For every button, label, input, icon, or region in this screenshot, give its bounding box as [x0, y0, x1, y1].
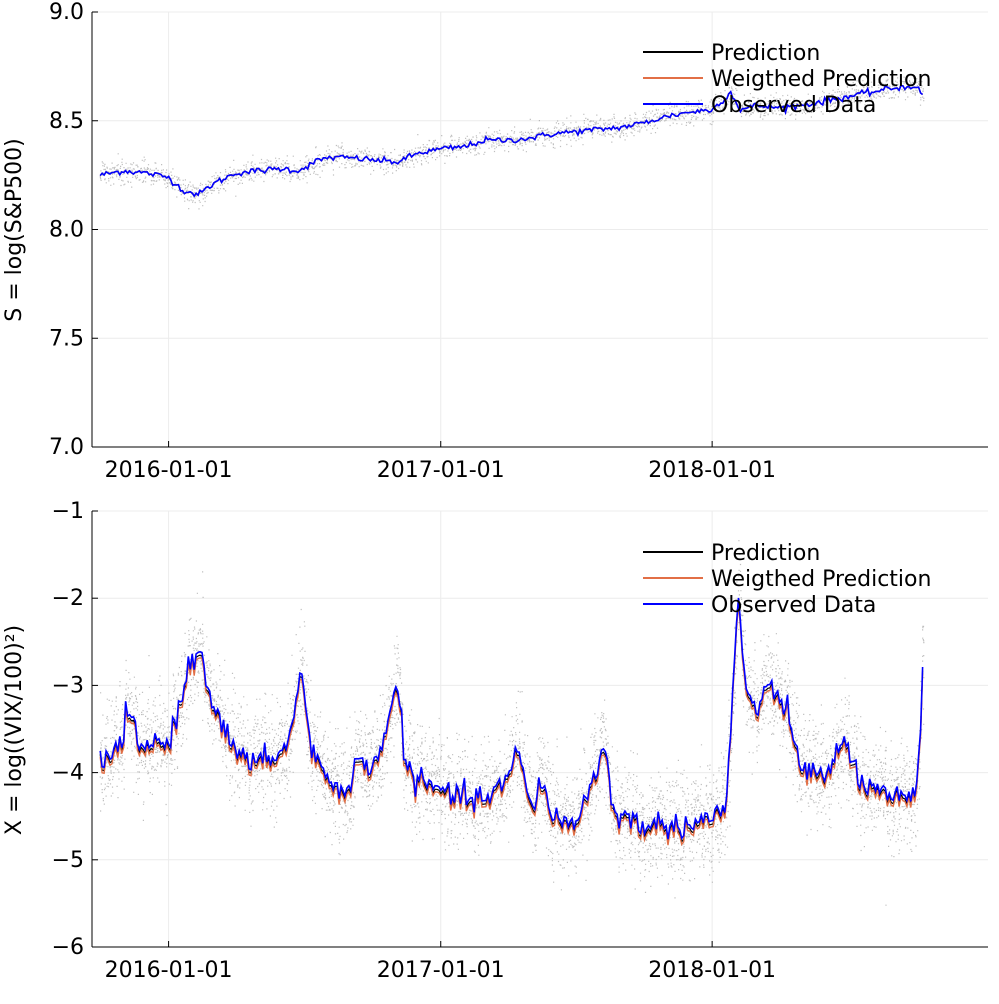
bottom-panel: −6 −5 −4 −3 −2 −1 2016-01-01 2017-01-01 2018-01…: [2, 499, 988, 983]
x-tick-label: 2017-01-01: [377, 958, 505, 983]
legend-weighted-label: Weigthed Prediction: [711, 567, 931, 592]
x-tick-label: 2016-01-01: [105, 458, 233, 483]
y-tick-label: −5: [52, 848, 84, 873]
observed-data-line: [99, 84, 924, 198]
bottom-series-lines: [99, 597, 924, 847]
legend-prediction-label: Prediction: [711, 41, 820, 66]
y-tick-label: −4: [52, 761, 84, 786]
weighted-prediction-line: [99, 604, 924, 847]
y-tick-label: 8.5: [49, 109, 84, 134]
bottom-y-ticks: −6 −5 −4 −3 −2 −1: [52, 499, 98, 960]
top-y-ticks: 7.0 7.5 8.0 8.5 9.0: [49, 0, 98, 460]
top-y-axis-label: S = log(S&P500): [2, 138, 27, 321]
legend-observed-label: Observed Data: [711, 93, 876, 118]
y-tick-label: −3: [52, 673, 84, 698]
y-tick-label: −1: [52, 499, 84, 524]
observed-data-line: [99, 597, 924, 841]
bottom-axes: [91, 511, 988, 948]
legend-observed-label: Observed Data: [711, 593, 876, 618]
y-tick-label: −6: [52, 935, 84, 960]
x-tick-label: 2017-01-01: [377, 458, 505, 483]
y-tick-label: 9.0: [49, 0, 84, 25]
y-tick-label: 8.0: [49, 218, 84, 243]
x-tick-label: 2018-01-01: [648, 958, 776, 983]
top-series-lines: [99, 84, 924, 198]
x-tick-label: 2016-01-01: [105, 958, 233, 983]
legend-prediction-label: Prediction: [711, 541, 820, 566]
x-tick-label: 2018-01-01: [648, 458, 776, 483]
top-legend: Prediction Weigthed Prediction Observed …: [643, 41, 931, 118]
legend-weighted-label: Weigthed Prediction: [711, 67, 931, 92]
y-tick-label: 7.5: [49, 326, 84, 351]
y-tick-label: 7.0: [49, 435, 84, 460]
top-x-ticks: 2016-01-01 2017-01-01 2018-01-01: [105, 441, 776, 483]
bottom-legend: Prediction Weigthed Prediction Observed …: [643, 541, 931, 618]
top-panel: 7.0 7.5 8.0 8.5 9.0 2016-01-01 2017-01-01 2018…: [2, 0, 988, 483]
bottom-x-ticks: 2016-01-01 2017-01-01 2018-01-01: [105, 941, 776, 983]
bottom-y-axis-label: X = log((VIX/100)²): [2, 625, 27, 835]
y-tick-label: −2: [52, 586, 84, 611]
